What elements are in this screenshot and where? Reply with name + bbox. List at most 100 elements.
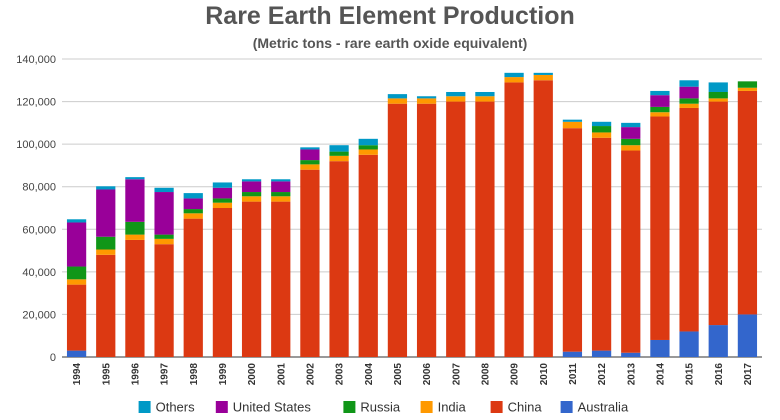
bar-russia — [212, 198, 233, 203]
bar-china — [300, 169, 320, 357]
bar-russia — [650, 106, 670, 113]
bar-china — [621, 150, 641, 353]
y-tick-label: 100,000 — [16, 139, 56, 151]
legend-swatch — [215, 401, 228, 413]
x-tick-label: 2008 — [480, 363, 491, 386]
x-tick-label: 2014 — [655, 363, 666, 386]
bar-others — [125, 177, 145, 180]
bar-china — [446, 101, 466, 357]
bar-china — [358, 154, 378, 357]
x-tick-label: 1996 — [130, 363, 141, 386]
bar-united-states — [212, 187, 233, 199]
legend-swatch — [343, 401, 356, 413]
x-tick-label: 2017 — [743, 363, 754, 386]
legend-swatch — [138, 401, 151, 413]
x-tick-label: 2010 — [539, 363, 550, 386]
x-tick-label: 1994 — [72, 363, 83, 386]
legend-label: Russia — [360, 400, 401, 415]
bar-russia — [329, 151, 349, 156]
bar-others — [387, 94, 408, 99]
x-tick-label: 1997 — [160, 363, 171, 386]
x-tick-label: 1998 — [189, 363, 200, 386]
bar-india — [679, 103, 699, 108]
bar-india — [329, 155, 349, 162]
legend-swatch — [420, 401, 433, 413]
bar-china — [591, 137, 612, 351]
legend-label: Australia — [578, 400, 629, 415]
bar-china — [125, 239, 145, 357]
bar-russia — [358, 145, 378, 150]
bar-others — [475, 91, 495, 97]
bar-others — [533, 72, 553, 75]
bar-united-states — [154, 192, 174, 235]
bar-united-states — [241, 181, 262, 193]
bar-united-states — [66, 222, 87, 267]
bar-others — [446, 91, 466, 97]
bar-russia — [708, 91, 728, 99]
bar-china — [650, 116, 670, 340]
x-tick-label: 2012 — [597, 363, 608, 386]
bar-india — [562, 121, 583, 129]
bar-india — [708, 98, 728, 102]
x-tick-label: 2007 — [451, 363, 462, 386]
bar-others — [241, 179, 262, 182]
bar-others — [300, 147, 320, 150]
chart-title: Rare Earth Element Production — [205, 2, 575, 30]
bar-others — [621, 122, 641, 128]
x-tick-label: 2004 — [364, 363, 375, 386]
y-tick-label: 40,000 — [22, 267, 56, 279]
x-tick-label: 2005 — [393, 363, 404, 386]
bar-india — [650, 112, 670, 117]
bar-china — [679, 107, 699, 332]
bar-china — [329, 161, 349, 357]
bar-australia — [708, 325, 728, 357]
x-tick-label: 1999 — [218, 363, 229, 386]
bar-others — [154, 187, 174, 193]
bar-russia — [125, 221, 145, 235]
bar-india — [300, 164, 320, 170]
bar-china — [96, 254, 116, 357]
bar-russia — [96, 236, 116, 250]
x-tick-label: 2006 — [422, 363, 433, 386]
legend-swatch — [490, 401, 503, 413]
x-tick-label: 2009 — [510, 363, 521, 386]
bar-india — [271, 196, 291, 202]
bar-united-states — [621, 127, 641, 139]
x-tick-label: 2002 — [305, 363, 316, 386]
bar-india — [358, 149, 378, 155]
bar-others — [679, 80, 699, 87]
bar-russia — [737, 81, 758, 88]
y-tick-label: 0 — [50, 352, 56, 364]
bar-india — [387, 98, 408, 104]
bar-others — [650, 90, 670, 96]
x-tick-label: 2016 — [714, 363, 725, 386]
y-tick-label: 60,000 — [22, 224, 56, 236]
bar-china — [66, 284, 87, 351]
bar-russia — [183, 209, 203, 214]
y-tick-label: 20,000 — [22, 309, 56, 321]
bar-united-states — [679, 86, 699, 99]
chart-subtitle: (Metric tons - rare earth oxide equivale… — [252, 35, 528, 51]
bar-others — [708, 82, 728, 92]
bar-india — [125, 234, 145, 240]
bar-india — [475, 96, 495, 102]
bar-china — [504, 82, 524, 358]
bar-china — [737, 90, 758, 315]
legend-swatch — [560, 401, 573, 413]
bar-others — [562, 119, 583, 122]
legend-label: United States — [233, 400, 312, 415]
bar-united-states — [650, 95, 670, 107]
bar-india — [621, 145, 641, 151]
bar-china — [475, 101, 495, 357]
bar-india — [504, 77, 524, 83]
x-tick-label: 2011 — [568, 363, 579, 385]
x-tick-label: 1995 — [101, 363, 112, 386]
bar-others — [271, 179, 291, 182]
bar-india — [212, 202, 233, 208]
bar-russia — [66, 266, 87, 280]
bar-others — [591, 121, 612, 127]
bar-russia — [271, 192, 291, 197]
x-tick-label: 2001 — [276, 363, 287, 386]
bar-russia — [621, 138, 641, 146]
